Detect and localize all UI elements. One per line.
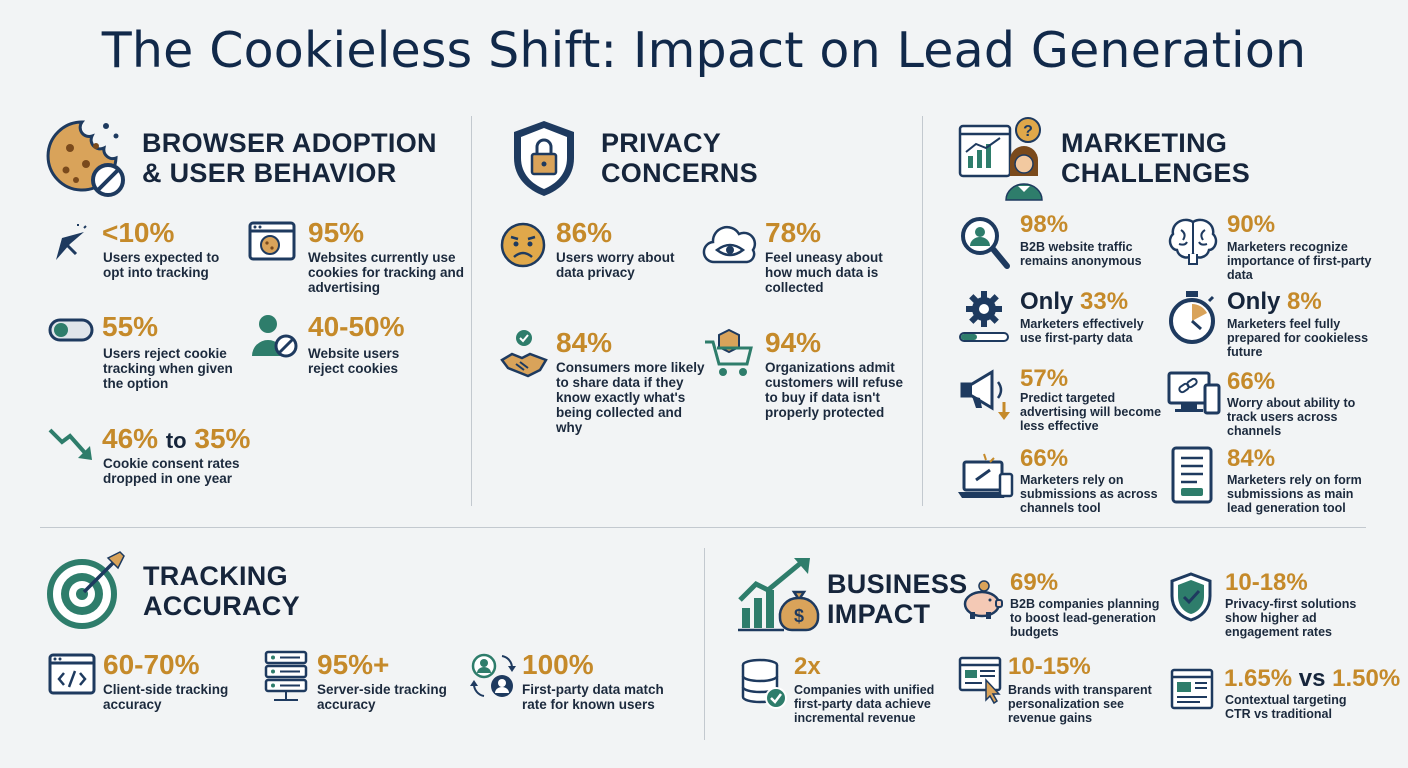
megaphone-down-icon [958,368,1012,422]
divider-horizontal [40,527,1366,528]
shield-check-icon [1170,572,1212,622]
divider-right [922,116,923,506]
stopwatch-icon [1167,291,1217,345]
growth-money-icon: $ [738,556,822,632]
piggy-bank-icon [962,580,1004,620]
web-layout-icon [1170,668,1214,710]
tracking-heading: TRACKING ACCURACY [143,561,300,621]
laptop-link-icon [958,453,1014,500]
form-document-icon [1167,446,1217,506]
users-sync-icon [468,652,518,700]
cookie-blocked-icon [46,118,128,198]
svg-text:$: $ [794,606,804,626]
target-arrow-icon [46,550,128,630]
divider-left [471,116,472,506]
svg-text:?: ? [1023,123,1033,140]
server-stack-icon [264,650,308,704]
privacy-heading: PRIVACY CONCERNS [601,128,758,188]
divider-bottom [704,548,705,740]
toggle-off-icon [48,318,94,342]
page-title: The Cookieless Shift: Impact on Lead Gen… [101,22,1307,79]
trend-down-icon [48,426,94,462]
gear-progress-icon [958,289,1010,345]
cursor-click-icon [48,224,88,264]
shield-lock-icon [510,118,578,198]
cloud-eye-icon [702,222,757,266]
magnifier-user-icon [960,216,1010,270]
database-check-icon [740,658,790,710]
code-window-icon [48,653,96,695]
shopping-cart-icon [703,328,755,380]
devices-link-icon [1167,371,1221,417]
marketing-heading: MARKETING CHALLENGES [1061,128,1251,188]
marketer-question-icon: ? [958,116,1046,201]
browser-heading: BROWSER ADOPTION & USER BEHAVIOR [142,128,437,188]
handshake-icon [500,328,548,380]
browser-cookie-icon [248,221,296,261]
user-blocked-icon [250,312,298,358]
worried-face-icon [500,222,546,268]
web-click-icon [958,656,1004,705]
business-heading: BUSINESS IMPACT [827,569,968,629]
brain-icon [1167,216,1219,266]
